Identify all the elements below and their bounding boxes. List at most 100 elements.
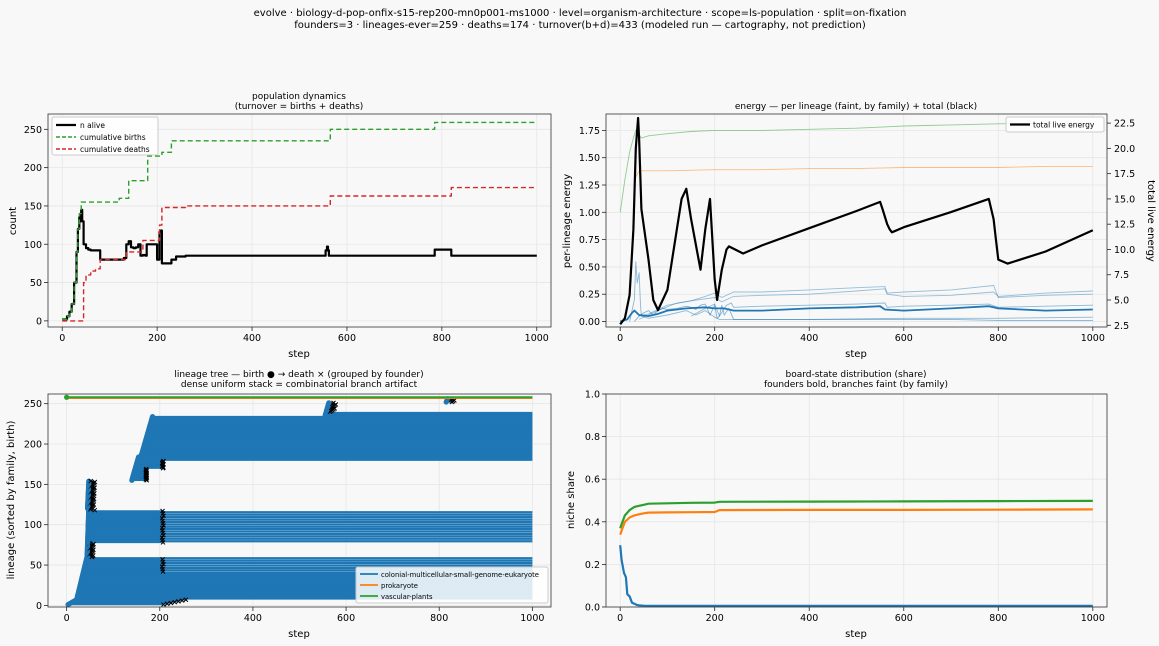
lineage-ytick-label: 0 (36, 601, 42, 612)
population-xtick-label: 800 (433, 333, 451, 344)
energy-xtick-label: 0 (617, 333, 623, 344)
energy-ylabel-right: total live energy (1145, 180, 1156, 262)
share-ylabel: niche share (566, 471, 577, 529)
population-series-line (62, 121, 537, 320)
energy-ytick-label: 0.00 (579, 317, 600, 328)
lineage-death-marker (159, 515, 165, 521)
lineage-axes-frame (47, 393, 552, 608)
lineage-birth-marker (64, 394, 70, 400)
energy-ytick-label: 1.75 (579, 126, 600, 137)
energy-ytick-right-label: 10.0 (1114, 245, 1135, 256)
share-series-line (619, 499, 1093, 529)
population-dynamics-panel: population dynamics (turnover = births +… (8, 92, 552, 360)
lineage-xtick-label: 800 (430, 613, 448, 624)
lineage-death-marker (160, 508, 165, 514)
population-legend-label: cumulative births (80, 133, 146, 142)
share-xtick-label: 800 (989, 613, 1007, 624)
energy-axes-frame (605, 113, 1108, 328)
lineage-legend-label: colonial-multicellular-small-genome-euka… (381, 571, 539, 579)
share-xtick-label: 200 (706, 613, 724, 624)
lineage-ytick-label: 150 (24, 480, 42, 491)
energy-legend-label: total live energy (1033, 121, 1095, 130)
energy-xtick-label: 600 (895, 333, 913, 344)
lineage-birth-marker (86, 478, 92, 484)
lineage-xtick-label: 400 (244, 613, 262, 624)
energy-ytick-label: 0.50 (579, 262, 600, 273)
share-ytick-label: 0.2 (585, 560, 600, 571)
lineage-legend: colonial-multicellular-small-genome-euka… (355, 566, 549, 604)
suptitle-line-1: evolve · biology-d-pop-onfix-s15-rep200-… (254, 8, 907, 19)
energy-panel: energy — per lineage (faint, by family) … (562, 102, 1156, 360)
lineage-xtick-label: 600 (337, 613, 355, 624)
energy-ytick-label: 0.25 (579, 290, 600, 301)
suptitle-line-2: founders=3 · lineages-ever=259 · deaths=… (294, 20, 866, 31)
energy-ylabel: per-lineage energy (562, 174, 573, 268)
lineage-death-marker (164, 601, 170, 607)
lineage-death-marker (143, 466, 149, 472)
lineage-death-marker (179, 598, 185, 603)
population-legend-label: cumulative deaths (80, 145, 150, 154)
population-ylabel: count (8, 207, 19, 235)
energy-legend-box (1005, 116, 1105, 133)
energy-plot-area (606, 114, 1107, 327)
energy-ytick-right-label: 22.5 (1114, 119, 1135, 130)
lineage-ytick-label: 50 (30, 561, 42, 572)
lineage-death-marker (92, 479, 98, 485)
population-series-line (62, 186, 537, 322)
population-ytick-label: 50 (30, 278, 42, 289)
lineage-legend-box (355, 566, 549, 604)
lineage-death-marker (331, 400, 336, 406)
share-xlabel: step (845, 629, 867, 640)
share-series-line (619, 545, 1093, 607)
energy-total-line (619, 116, 1094, 325)
lineage-death-marker (159, 525, 165, 531)
lineage-death-marker (160, 557, 165, 562)
population-title: population dynamics (252, 92, 346, 102)
population-ytick-label: 100 (24, 240, 42, 251)
lineage-death-marker (168, 600, 174, 606)
energy-ytick-right-label: 7.5 (1114, 270, 1129, 281)
share-xtick-label: 0 (617, 613, 623, 624)
share-ytick-label: 0.6 (585, 475, 600, 486)
lineage-ytick-label: 200 (24, 440, 42, 451)
energy-ytick-right-label: 20.0 (1114, 144, 1135, 155)
lineage-birth-marker (326, 400, 332, 406)
lineage-death-marker (161, 458, 166, 464)
share-ytick-label: 0.0 (585, 603, 600, 614)
lineage-subtitle: dense uniform stack = combinatorial bran… (181, 380, 418, 390)
share-subtitle: founders bold, branches faint (by family… (764, 380, 948, 390)
population-legend-box (51, 116, 159, 156)
energy-ytick-right-label: 15.0 (1114, 194, 1135, 205)
lineage-xtick-label: 0 (64, 613, 70, 624)
population-xtick-label: 600 (338, 333, 356, 344)
population-legend-label: n alive (80, 121, 105, 130)
share-title: board-state distribution (share) (785, 370, 926, 380)
lineage-death-marker (333, 402, 339, 407)
lineage-death-marker (88, 478, 94, 484)
population-xtick-label: 0 (59, 333, 65, 344)
energy-ytick-right-label: 5.0 (1114, 296, 1129, 307)
lineage-death-marker (91, 541, 96, 547)
share-series-line (619, 508, 1093, 535)
lineage-xlabel: step (288, 629, 310, 640)
lineage-death-marker (172, 599, 178, 605)
lineage-ytick-label: 250 (24, 399, 42, 410)
energy-ytick-right-label: 2.5 (1114, 321, 1129, 332)
population-ytick-label: 150 (24, 201, 42, 212)
energy-ytick-label: 0.75 (579, 235, 600, 246)
energy-xtick-label: 200 (706, 333, 724, 344)
share-xtick-label: 400 (800, 613, 818, 624)
share-ytick-label: 0.8 (585, 432, 600, 443)
energy-legend: total live energy (1005, 116, 1105, 133)
share-ytick-label: 1.0 (585, 390, 600, 401)
population-xtick-label: 200 (148, 333, 166, 344)
population-xlabel: step (288, 349, 310, 360)
lineage-death-marker (183, 597, 189, 603)
energy-xtick-label: 400 (800, 333, 818, 344)
energy-ytick-right-label: 12.5 (1114, 220, 1135, 231)
energy-lineage-line (634, 165, 1093, 180)
energy-ytick-label: 1.50 (579, 153, 600, 164)
lineage-legend-label: prokaryote (381, 582, 418, 590)
energy-lineage-line (638, 288, 1093, 317)
